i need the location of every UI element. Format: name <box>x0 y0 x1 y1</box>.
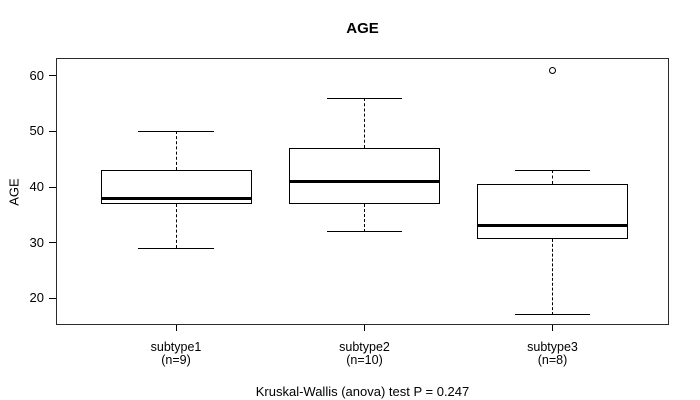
category-label-block: subtype3 (n=8) <box>483 341 623 367</box>
y-axis-tick-label: 50 <box>29 123 44 139</box>
y-axis-tick-label: 20 <box>29 290 44 306</box>
category-count: (n=9) <box>161 353 191 367</box>
lower-whisker-line <box>175 203 177 249</box>
upper-whisker-line <box>364 98 366 149</box>
x-axis-tick <box>175 325 177 331</box>
lower-whisker-cap <box>514 314 591 316</box>
y-axis-tick <box>49 242 56 244</box>
iqr-box <box>289 148 440 204</box>
y-axis-tick <box>49 297 56 299</box>
lower-whisker-line <box>364 203 366 232</box>
upper-whisker-line <box>552 170 554 185</box>
upper-whisker-line <box>175 131 177 171</box>
category-label-block: subtype2 (n=10) <box>295 341 435 367</box>
category-label-block: subtype1 (n=9) <box>106 341 246 367</box>
y-axis-tick <box>49 130 56 132</box>
lower-whisker-cap <box>138 247 214 249</box>
lower-whisker-line <box>552 238 554 315</box>
x-axis-tick <box>364 325 366 331</box>
iqr-box <box>477 184 628 239</box>
y-axis-tick <box>49 75 56 77</box>
category-label: subtype2 <box>339 340 390 354</box>
x-axis-tick <box>552 325 554 331</box>
outlier-point <box>549 66 557 74</box>
upper-whisker-cap <box>138 130 214 132</box>
upper-whisker-cap <box>326 97 403 99</box>
y-axis-tick-label: 60 <box>29 67 44 83</box>
y-axis-tick-label: 40 <box>29 179 44 195</box>
footnote: Kruskal-Wallis (anova) test P = 0.247 <box>255 384 470 399</box>
median-line <box>289 179 440 183</box>
category-label: subtype1 <box>150 340 202 354</box>
category-count: (n=10) <box>346 353 383 367</box>
y-axis-tick <box>49 186 56 188</box>
lower-whisker-cap <box>326 231 403 233</box>
y-axis-tick-label: 30 <box>29 234 44 250</box>
category-label: subtype3 <box>527 340 578 354</box>
category-count: (n=8) <box>537 353 568 367</box>
upper-whisker-cap <box>514 169 591 171</box>
median-line <box>477 224 628 228</box>
median-line <box>100 196 252 200</box>
chart-title: AGE <box>346 20 379 37</box>
